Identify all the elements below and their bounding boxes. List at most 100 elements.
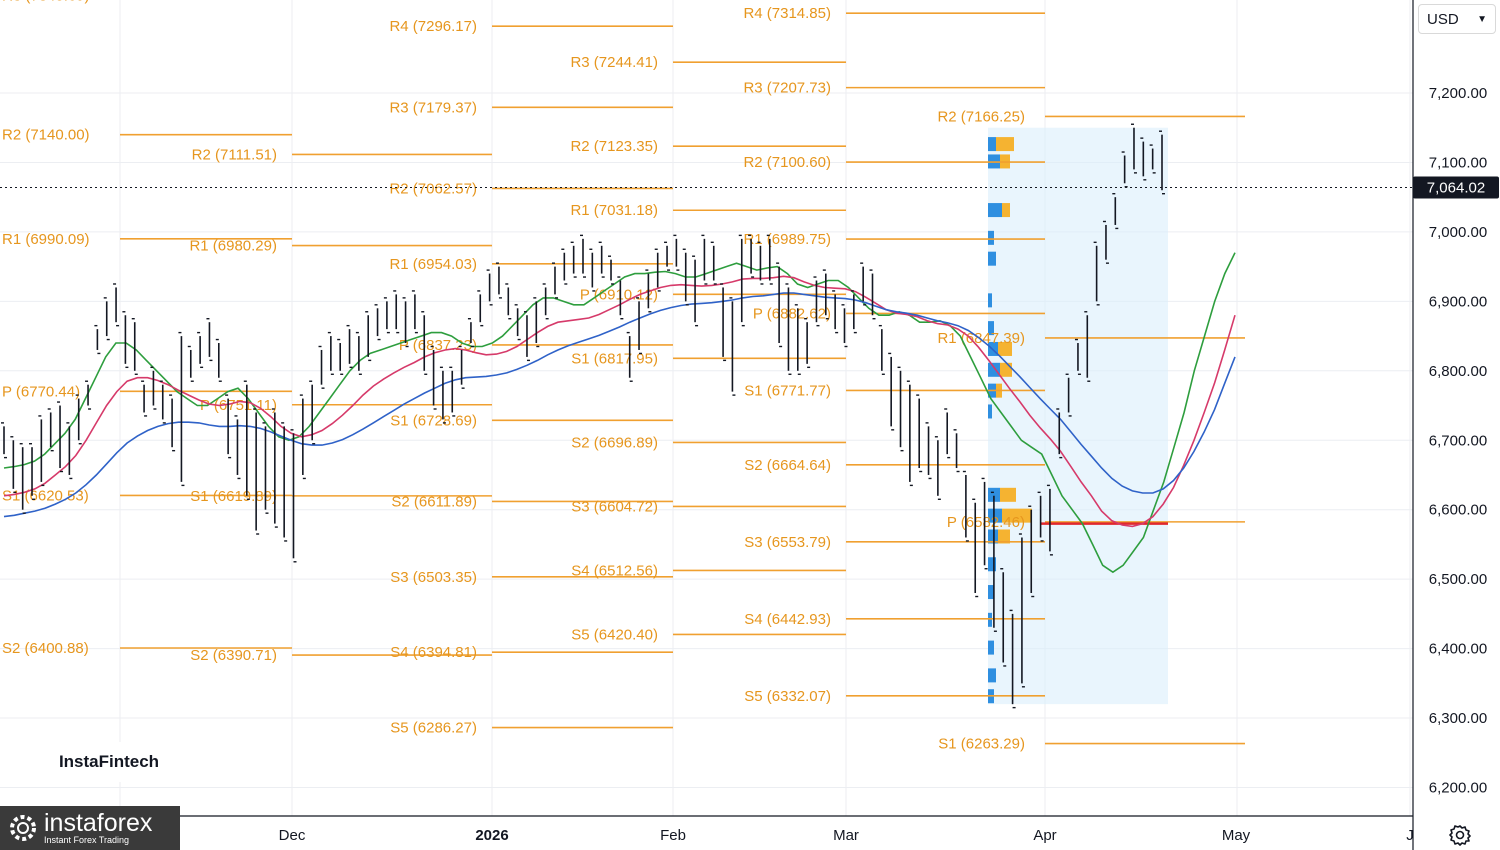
y-tick-label: 6,500.00 <box>1429 571 1487 588</box>
pivot-label: S1 (6619.89) <box>190 488 277 505</box>
logo-tagline: Instant Forex Trading <box>44 835 130 845</box>
y-tick-label: 7,000.00 <box>1429 224 1487 241</box>
volume-profile <box>988 127 1168 705</box>
volume-bin-buy <box>988 404 992 419</box>
moving-averages <box>3 252 1236 574</box>
volume-bin-buy <box>988 230 994 245</box>
grid <box>0 0 1413 816</box>
volume-bin-buy <box>988 487 1000 502</box>
pivot-label: S1 (6728.69) <box>390 412 477 429</box>
instafintech-watermark: InstaFintech <box>46 742 172 782</box>
volume-bin-buy <box>988 293 992 308</box>
volume-bin-buy <box>988 640 994 655</box>
volume-bin-sell <box>1002 203 1010 218</box>
volume-profile-area <box>988 127 1168 705</box>
logo-name: instaforex <box>44 809 153 837</box>
pivot-label: R1 (6954.03) <box>389 256 477 273</box>
volume-bin-buy <box>988 508 1002 523</box>
y-tick-label: 6,300.00 <box>1429 710 1487 727</box>
pivot-label: S3 (6604.72) <box>571 498 658 515</box>
pivot-label: S4 (6512.56) <box>571 562 658 579</box>
pivot-label: R1 (6989.75) <box>743 231 831 248</box>
volume-bin-buy <box>988 203 1002 218</box>
y-tick-label: 6,700.00 <box>1429 432 1487 449</box>
pivot-label: S5 (6286.27) <box>390 720 477 737</box>
pivot-label: S1 (6620.53) <box>2 487 89 504</box>
currency-label: USD <box>1427 10 1459 28</box>
pivot-label: P (6910.12) <box>580 286 658 303</box>
chevron-down-icon: ▼ <box>1477 13 1487 25</box>
pivot-label: R2 (7140.00) <box>2 127 90 144</box>
volume-bin-sell <box>1002 508 1032 523</box>
volume-bin-sell <box>1000 362 1012 377</box>
pivot-label: S2 (6696.89) <box>571 434 658 451</box>
pivot-label: S5 (6332.07) <box>744 688 831 705</box>
pivot-label: S2 (6611.89) <box>391 493 477 510</box>
pivot-label: S5 (6420.40) <box>571 626 658 643</box>
volume-bin-sell <box>998 529 1010 544</box>
volume-bin-buy <box>988 557 996 572</box>
volume-bin-buy <box>988 362 1000 377</box>
pivot-label: R2 (7100.60) <box>743 154 831 171</box>
x-tick-label: Apr <box>1033 827 1056 844</box>
volume-bin-buy <box>988 668 996 683</box>
x-tick-label: Dec <box>279 827 306 844</box>
y-tick-label: 6,900.00 <box>1429 293 1487 310</box>
pivot-label: R2 (7166.25) <box>937 108 1025 125</box>
x-tick-label: 2026 <box>475 827 508 844</box>
gear-icon <box>1449 825 1471 846</box>
pivot-label: R3 (7244.41) <box>570 54 658 71</box>
pivot-label: S4 (6394.81) <box>390 644 477 661</box>
y-tick-label: 7,200.00 <box>1429 85 1487 102</box>
pivot-label: P (6882.62) <box>753 305 831 322</box>
volume-bin-sell <box>998 341 1012 356</box>
pivot-label: R4 (7296.17) <box>389 18 477 35</box>
pivot-label: R1 (6990.09) <box>2 231 90 248</box>
last-price-label: 7,064.02 <box>1427 179 1485 196</box>
volume-bin-buy <box>988 529 998 544</box>
currency-selector[interactable]: USD ▼ <box>1418 4 1496 34</box>
y-tick-label: 6,200.00 <box>1429 780 1487 797</box>
x-tick-label: Feb <box>660 827 686 844</box>
pivot-label: S3 (6553.79) <box>744 534 831 551</box>
volume-bin-buy <box>988 321 994 336</box>
pivot-label: P (6751.11) <box>200 397 277 414</box>
pivot-label: S1 (6817.95) <box>571 350 658 367</box>
ema-mid-line <box>3 275 1236 528</box>
watermark-text: InstaFintech <box>58 752 160 771</box>
pivot-label: P (6582.46) <box>947 514 1025 531</box>
pivot-label: P (6770.44) <box>2 383 80 400</box>
pivot-label: S2 (6664.64) <box>744 457 831 474</box>
y-tick-label: 6,600.00 <box>1429 502 1487 519</box>
pivot-label: R1 (7031.18) <box>570 202 658 219</box>
pivot-label: R1 (6980.29) <box>189 238 277 255</box>
volume-bin-sell <box>1000 487 1016 502</box>
pivot-label: S2 (6390.71) <box>190 647 277 664</box>
x-tick-label: J <box>1406 827 1414 844</box>
pivot-label: P (6837.23) <box>399 337 477 354</box>
x-tick-label: Mar <box>833 827 859 844</box>
pivot-label: R1 (6847.39) <box>937 330 1025 347</box>
chart-settings-button[interactable] <box>1447 822 1473 848</box>
last-price-badge <box>1413 176 1499 199</box>
gear-logo-icon <box>10 815 36 841</box>
pivot-label: S1 (6263.29) <box>938 736 1025 753</box>
pivot-label: S4 (6442.93) <box>744 611 831 628</box>
pivot-label: R3 (7179.37) <box>389 99 477 116</box>
volume-bin-buy <box>988 137 996 152</box>
y-tick-label: 6,400.00 <box>1429 641 1487 658</box>
pivot-label: S3 (6503.35) <box>390 569 477 586</box>
price-bars <box>1 123 1165 709</box>
y-tick-label: 7,100.00 <box>1429 154 1487 171</box>
pivot-label: R3 (7340.69) <box>2 0 90 4</box>
ema-slow-line <box>3 292 1236 518</box>
volume-bin-buy <box>988 251 996 266</box>
pivot-label: R2 (7062.57) <box>389 180 477 197</box>
pivot-label: S1 (6771.77) <box>744 382 831 399</box>
instaforex-logo: instaforex Instant Forex Trading <box>0 806 180 850</box>
pivot-label: R2 (7111.51) <box>192 146 277 163</box>
y-tick-label: 6,800.00 <box>1429 363 1487 380</box>
